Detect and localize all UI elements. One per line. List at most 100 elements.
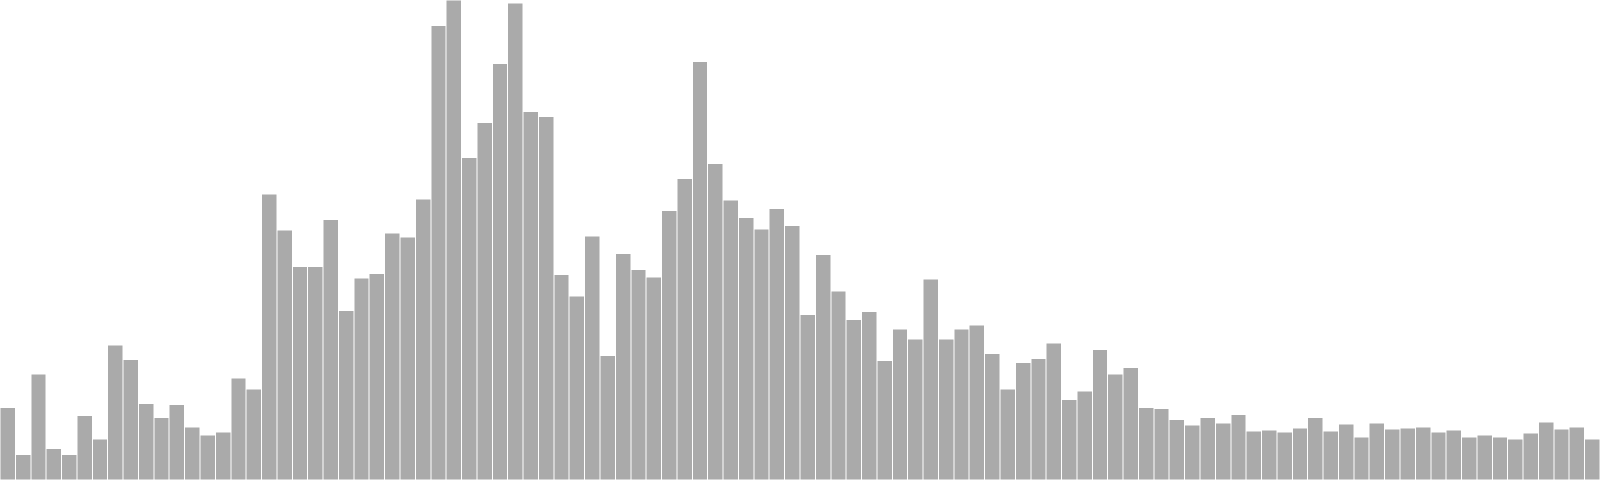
- histogram-bar: [1291, 427, 1309, 480]
- histogram-bar: [968, 324, 986, 480]
- histogram-bar: [1261, 429, 1278, 480]
- histogram-bar: [122, 358, 139, 480]
- histogram-bar: [291, 266, 309, 480]
- histogram-bar: [137, 402, 155, 480]
- histogram-bar: [353, 277, 370, 480]
- histogram-bar: [1322, 430, 1339, 480]
- histogram-bar: [1507, 438, 1524, 480]
- histogram-bar: [30, 373, 47, 480]
- histogram-bar: [630, 269, 647, 480]
- histogram-bar: [91, 438, 109, 480]
- histogram-bar: [1245, 430, 1263, 480]
- histogram-bar: [953, 328, 970, 480]
- histogram-bar: [799, 314, 816, 480]
- histogram-bar: [876, 360, 893, 480]
- histogram-bar: [1214, 422, 1232, 480]
- histogram-bar: [1091, 348, 1109, 480]
- histogram-bar: [553, 274, 570, 480]
- histogram-bar: [1137, 406, 1155, 480]
- histogram-bar: [707, 162, 724, 480]
- histogram-bar: [214, 431, 232, 480]
- histogram-bar: [722, 199, 739, 480]
- histogram-bar: [461, 156, 478, 480]
- histogram-bar: [307, 266, 324, 480]
- histogram-bar: [1030, 357, 1047, 480]
- histogram-bar: [199, 434, 216, 480]
- histogram-bar: [368, 273, 386, 480]
- histogram-bar: [753, 228, 770, 480]
- histogram-bar: [1184, 424, 1201, 480]
- histogram-bar: [861, 310, 878, 480]
- histogram-bar: [430, 25, 447, 480]
- histogram-bar: [1537, 421, 1555, 480]
- histogram-bar: [1414, 426, 1432, 480]
- histogram-bar: [614, 252, 632, 480]
- histogram-bar: [907, 338, 924, 480]
- histogram-bar: [1199, 417, 1216, 480]
- histogram-bar: [984, 352, 1001, 480]
- histogram-bar: [645, 276, 663, 480]
- histogram-bar: [1522, 432, 1539, 480]
- histogram-bar: [1353, 436, 1370, 480]
- histogram-bar: [522, 110, 539, 480]
- histogram-bar: [1061, 398, 1078, 480]
- histogram-bar: [1568, 426, 1586, 480]
- histogram-bar: [491, 62, 509, 480]
- histogram-bar: [999, 388, 1016, 480]
- histogram-bar: [584, 235, 601, 480]
- histogram-bar: [1430, 431, 1447, 480]
- histogram-bar: [1584, 438, 1600, 480]
- histogram-bar: [61, 453, 78, 480]
- histogram-bar: [337, 309, 355, 480]
- histogram-bar: [768, 207, 786, 480]
- histogram-bar: [845, 319, 863, 480]
- histogram-bar: [1014, 362, 1032, 480]
- histogram-bar: [45, 447, 63, 480]
- histogram-bar: [384, 232, 401, 480]
- histogram-bar: [599, 354, 616, 480]
- histogram-bar: [14, 453, 32, 480]
- histogram-bar: [537, 115, 555, 480]
- histogram-bar: [1553, 428, 1570, 480]
- histogram-bar: [1384, 428, 1401, 480]
- histogram-bar: [922, 278, 939, 480]
- histogram-bar: [1461, 436, 1478, 480]
- histogram-bar: [107, 344, 124, 480]
- histogram-bar: [507, 2, 524, 480]
- histogram-bar: [1307, 417, 1324, 480]
- histogram-bar: [1491, 436, 1509, 480]
- histogram-bar: [830, 290, 847, 480]
- histogram-bar: [784, 225, 801, 480]
- histogram-bar: [1476, 434, 1493, 480]
- histogram-bar: [737, 217, 755, 480]
- histogram-bar: [261, 193, 278, 480]
- histogram-bar: [1368, 422, 1386, 480]
- histogram-bar: [1107, 373, 1124, 480]
- histogram-bar: [568, 295, 586, 480]
- histogram-bar: [1153, 408, 1170, 480]
- histogram-bar: [322, 219, 339, 480]
- histogram-bar: [230, 377, 247, 480]
- histogram-bar: [937, 338, 955, 480]
- histogram-bar: [1337, 423, 1355, 480]
- histogram-bar: [1122, 367, 1139, 480]
- histogram-bar: [76, 415, 93, 480]
- histogram-bar: [691, 60, 709, 480]
- histogram-bar: [1399, 427, 1416, 480]
- histogram-bar: [445, 0, 463, 480]
- histogram-bar: [1276, 431, 1293, 480]
- histogram-bar: [1230, 414, 1247, 480]
- histogram-bar: [1045, 342, 1063, 480]
- histogram-bar: [414, 198, 432, 480]
- histogram-bar: [153, 417, 170, 480]
- histogram-bar: [891, 328, 909, 480]
- histogram-bar: [1445, 429, 1463, 480]
- histogram-bar: [1168, 419, 1186, 480]
- histogram-bar: [814, 253, 832, 480]
- histogram-bar: [661, 209, 678, 480]
- histogram-bar: [476, 122, 493, 480]
- histogram-bar: [676, 178, 693, 480]
- histogram-bar: [0, 406, 16, 480]
